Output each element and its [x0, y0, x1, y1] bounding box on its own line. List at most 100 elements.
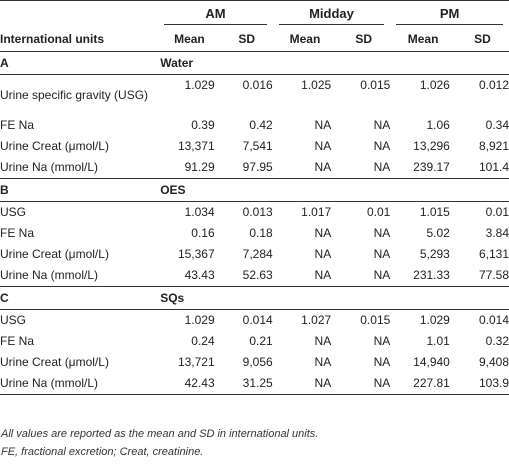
pm-sd-cell: 0.32	[485, 334, 509, 348]
midday-sd-cell: NA	[373, 139, 391, 153]
midday-sd-cell: NA	[337, 157, 391, 179]
pm-sd-cell: 0.014	[478, 313, 509, 327]
am-mean-cell: 0.16	[191, 226, 215, 240]
section-letter: B	[0, 178, 159, 202]
group-header-am: AM	[158, 0, 273, 27]
pm-mean-cell: 227.81	[390, 373, 456, 395]
row-label: FE Na	[0, 226, 35, 240]
midday-mean-cell: NA	[272, 157, 338, 179]
pm-sd-cell: 0.34	[485, 118, 509, 132]
pm-mean-cell: 1.06	[426, 118, 450, 132]
row-label: Urine Na (mmol/L)	[0, 265, 159, 287]
results-table: AM Midday PM International units Mean SD…	[0, 0, 509, 395]
am-sd-cell: 0.013	[242, 205, 273, 219]
section-letter: A	[0, 51, 159, 75]
am-sd-cell: 0.18	[249, 226, 273, 240]
midday-mean-cell: NA	[314, 118, 332, 132]
pm-sd-header: SD	[455, 27, 509, 52]
pm-mean-cell: 231.33	[390, 265, 456, 287]
am-sd-cell: 0.42	[249, 118, 273, 132]
pm-mean-cell: 5,293	[419, 247, 450, 261]
group-header-pm: PM	[390, 0, 509, 27]
section-header-row: B OES	[0, 178, 509, 202]
row-label: Urine Na (mmol/L)	[0, 373, 159, 395]
column-header-row: International units Mean SD Mean SD Mean…	[0, 27, 509, 52]
table-row: Urine Na (mmol/L) 91.29 97.95 NA NA 239.17 101…	[0, 157, 509, 179]
pm-mean-cell: 1.01	[426, 334, 450, 348]
midday-mean-cell: NA	[314, 355, 332, 369]
pm-sd-cell: 0.012	[478, 78, 509, 92]
am-sd-cell: 9,056	[242, 355, 273, 369]
pm-mean-cell: 5.02	[426, 226, 450, 240]
am-sd-cell: 0.016	[242, 78, 273, 92]
table-footnotes: All values are reported as the mean and …	[1, 425, 318, 461]
footnote: All values are reported as the mean and …	[1, 428, 319, 440]
section-name: SQs	[158, 286, 509, 310]
pm-sd-cell: 6,131	[478, 247, 509, 261]
row-label: FE Na	[0, 118, 35, 132]
midday-sd-cell: 0.01	[366, 205, 391, 219]
table-row: FE Na 0.16 0.18 NA NA 5.02 3.84	[0, 223, 509, 244]
am-sd-cell: 0.21	[249, 334, 273, 348]
section-name: OES	[158, 178, 509, 202]
midday-sd-cell: NA	[337, 373, 391, 395]
midday-mean-cell: NA	[314, 247, 332, 261]
table-row: FE Na 0.24 0.21 NA NA 1.01 0.32	[0, 331, 509, 352]
pm-mean-cell: 1.015	[419, 205, 450, 219]
pm-mean-cell: 13,296	[413, 139, 450, 153]
pm-mean-cell: 1.029	[419, 313, 450, 327]
midday-sd-header: SD	[337, 27, 391, 52]
header-corner	[0, 0, 159, 27]
table-row: Urine Creat (μmol/L) 13,721 9,056 NA NA 14,94…	[0, 352, 509, 373]
midday-mean-cell: 1.025	[301, 78, 332, 92]
pm-sd-cell: 77.58	[455, 265, 509, 287]
am-mean-cell: 1.029	[184, 78, 215, 92]
midday-mean-cell: NA	[314, 139, 332, 153]
table-row: USG 1.034 0.013 1.017 0.01 1.015 0.01	[0, 202, 509, 224]
table-row: Urine Creat (μmol/L) 13,371 7,541 NA NA 13,29…	[0, 136, 509, 157]
am-mean-cell: 15,367	[177, 247, 215, 261]
table-row: USG 1.029 0.014 1.027 0.015 1.029 0.014	[0, 310, 509, 332]
am-sd-cell: 7,284	[242, 247, 273, 261]
row-label: Urine Creat (μmol/L)	[0, 247, 109, 261]
pm-mean-cell: 14,940	[413, 355, 450, 369]
midday-mean-cell: 1.027	[301, 313, 332, 327]
row-label: USG	[0, 313, 27, 327]
am-sd-header: SD	[220, 27, 273, 52]
am-mean-header: Mean	[158, 27, 221, 52]
am-mean-cell: 1.034	[184, 205, 215, 219]
table-row: Urine specific gravity (USG) 1.029 0.016 1.…	[0, 75, 509, 116]
am-mean-cell: 0.39	[191, 118, 215, 132]
row-label: FE Na	[0, 334, 35, 348]
midday-sd-cell: NA	[373, 247, 391, 261]
group-header-row: AM Midday PM	[0, 0, 509, 27]
am-sd-cell: 31.25	[220, 373, 273, 395]
pm-mean-header: Mean	[390, 27, 456, 52]
footnote: FE, fractional excretion; Creat, creatin…	[1, 446, 204, 458]
section-header-row: C SQs	[0, 286, 509, 310]
midday-sd-cell: 0.015	[360, 313, 391, 327]
am-mean-cell: 13,721	[177, 355, 215, 369]
row-label: Urine specific gravity (USG)	[0, 87, 149, 102]
midday-mean-cell: 1.017	[301, 205, 332, 219]
am-sd-cell: 7,541	[242, 139, 273, 153]
row-label: Urine Creat (μmol/L)	[0, 355, 109, 369]
row-label: Urine Creat (μmol/L)	[0, 139, 109, 153]
midday-mean-cell: NA	[314, 226, 332, 240]
am-mean-cell: 42.43	[158, 373, 221, 395]
table-row: FE Na 0.39 0.42 NA NA 1.06 0.34	[0, 115, 509, 136]
row-label: USG	[0, 205, 27, 219]
pm-sd-cell: 9,408	[478, 355, 509, 369]
midday-sd-cell: NA	[337, 265, 391, 287]
midday-sd-cell: NA	[373, 226, 391, 240]
section-header-row: A Water	[0, 51, 509, 75]
am-mean-cell: 1.029	[184, 313, 215, 327]
pm-sd-cell: 0.01	[485, 205, 509, 219]
table-row: Urine Na (mmol/L) 43.43 52.63 NA NA 231.33 77.…	[0, 265, 509, 287]
midday-sd-cell: NA	[373, 334, 391, 348]
midday-mean-cell: NA	[272, 373, 338, 395]
am-mean-cell: 91.29	[158, 157, 221, 179]
pm-sd-cell: 3.84	[485, 226, 509, 240]
row-label: Urine Na (mmol/L)	[0, 157, 159, 179]
